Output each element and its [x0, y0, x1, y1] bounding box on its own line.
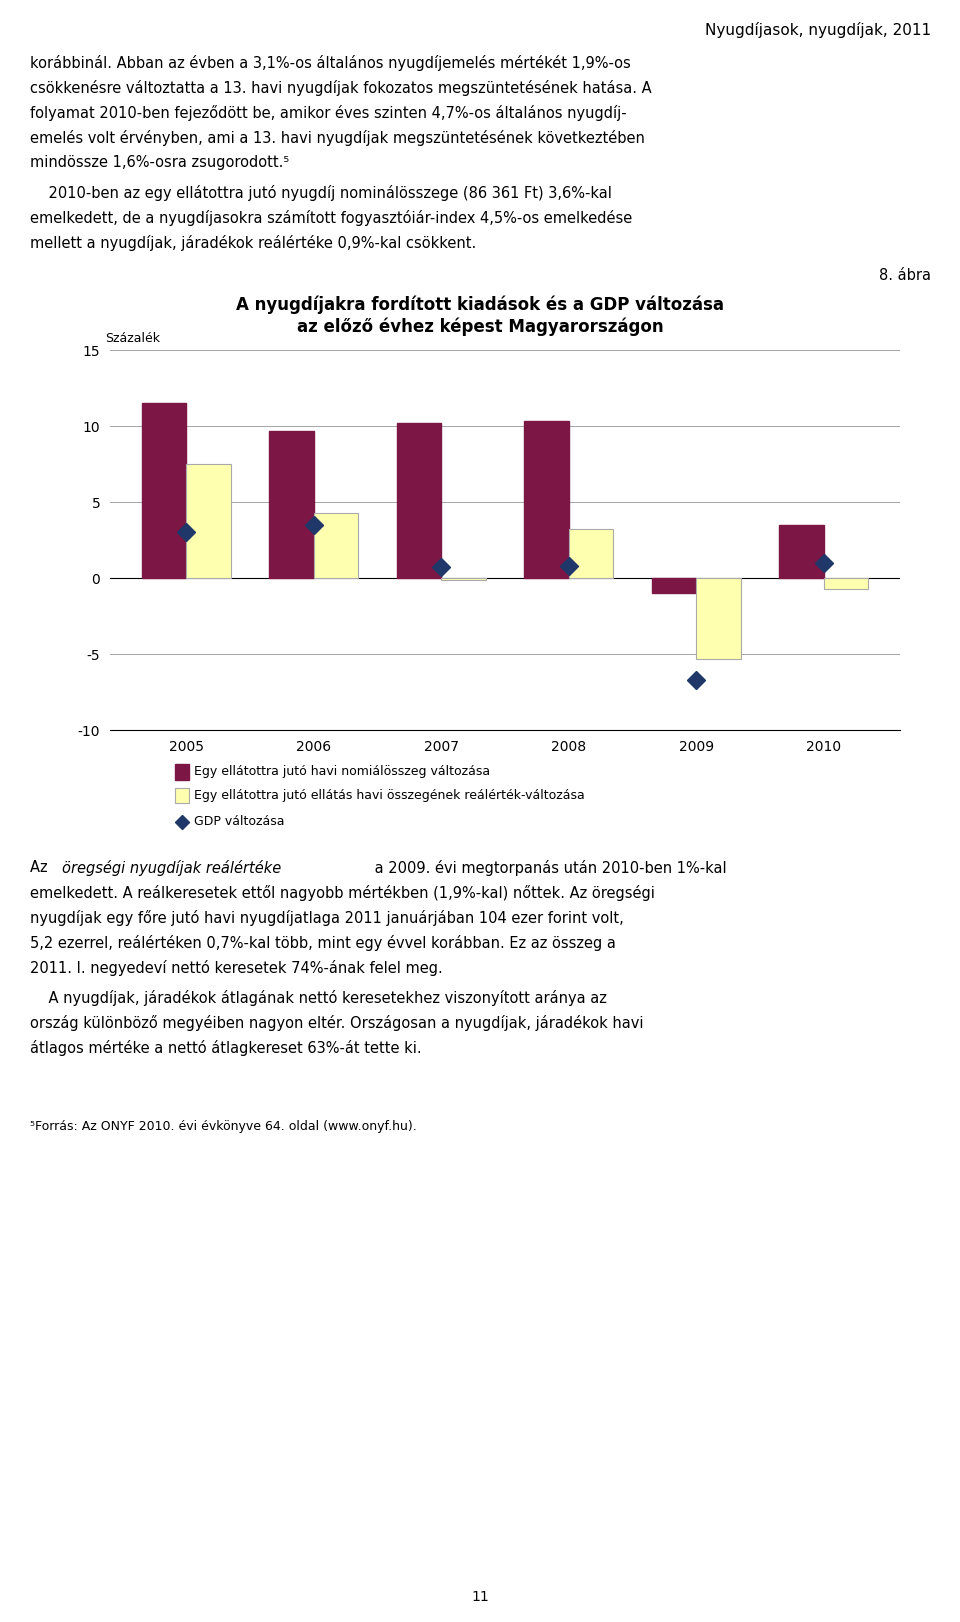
Text: Egy ellátottra jutó ellátás havi összegének reálérték-változása: Egy ellátottra jutó ellátás havi összegé…	[194, 790, 585, 803]
Text: A nyugdíjak, járadékok átlagának nettó keresetekhez viszonyított aránya az: A nyugdíjak, járadékok átlagának nettó k…	[30, 989, 607, 1006]
Text: az előző évhez képest Magyarországon: az előző évhez képest Magyarországon	[297, 318, 663, 336]
Bar	[652, 577, 696, 594]
Text: ⁵Forrás: Az ONYF 2010. évi évkönyve 64. oldal (www.onyf.hu).: ⁵Forrás: Az ONYF 2010. évi évkönyve 64. …	[30, 1121, 417, 1134]
Text: Százalék: Százalék	[105, 333, 160, 345]
Bar	[696, 577, 741, 659]
Text: Nyugdíjasok, nyugdíjak, 2011: Nyugdíjasok, nyugdíjak, 2011	[705, 23, 931, 37]
Bar	[314, 513, 358, 577]
Text: 5,2 ezerrel, reálértéken 0,7%-kal több, mint egy évvel korábban. Ez az összeg a: 5,2 ezerrel, reálértéken 0,7%-kal több, …	[30, 934, 616, 950]
Text: öregségi nyugdíjak reálértéke: öregségi nyugdíjak reálértéke	[62, 860, 281, 876]
Text: a 2009. évi megtorpanás után 2010-ben 1%-kal: a 2009. évi megtorpanás után 2010-ben 1%…	[370, 860, 727, 876]
Bar	[186, 464, 231, 577]
Bar	[175, 764, 189, 780]
Text: korábbinál. Abban az évben a 3,1%-os általános nyugdíjemelés mértékét 1,9%-os: korábbinál. Abban az évben a 3,1%-os ált…	[30, 55, 631, 71]
Text: nyugdíjak egy főre jutó havi nyugdíjatlaga 2011 januárjában 104 ezer forint volt: nyugdíjak egy főre jutó havi nyugdíjatla…	[30, 910, 624, 926]
Text: Egy ellátottra jutó havi nomiálösszeg változása: Egy ellátottra jutó havi nomiálösszeg vá…	[194, 766, 491, 779]
Bar	[175, 788, 189, 803]
Text: átlagos mértéke a nettó átlagkereset 63%-át tette ki.: átlagos mértéke a nettó átlagkereset 63%…	[30, 1040, 421, 1056]
Bar	[142, 404, 186, 577]
Bar	[824, 577, 868, 589]
Text: Az: Az	[30, 860, 52, 874]
Text: 11: 11	[471, 1590, 489, 1604]
Bar	[524, 422, 568, 577]
Text: folyamat 2010-ben fejeződött be, amikor éves szinten 4,7%-os általános nyugdíj-: folyamat 2010-ben fejeződött be, amikor …	[30, 105, 627, 122]
Text: 2010-ben az egy ellátottra jutó nyugdíj nominálösszege (86 361 Ft) 3,6%-kal: 2010-ben az egy ellátottra jutó nyugdíj …	[30, 185, 612, 201]
Text: A nyugdíjakra fordított kiadások és a GDP változása: A nyugdíjakra fordított kiadások és a GD…	[236, 295, 724, 315]
Bar	[269, 430, 314, 577]
Text: 2011. I. negyedeví nettó keresetek 74%-ának felel meg.: 2011. I. negyedeví nettó keresetek 74%-á…	[30, 960, 443, 976]
Bar	[779, 526, 824, 577]
Text: 8. ábra: 8. ábra	[879, 268, 931, 282]
Text: emelkedett. A reálkeresetek ettől nagyobb mértékben (1,9%-kal) nőttek. Az öregsé: emelkedett. A reálkeresetek ettől nagyob…	[30, 886, 655, 900]
Text: mindössze 1,6%-osra zsugorodott.⁵: mindössze 1,6%-osra zsugorodott.⁵	[30, 156, 289, 170]
Text: mellett a nyugdíjak, járadékok reálértéke 0,9%-kal csökkent.: mellett a nyugdíjak, járadékok reálérték…	[30, 235, 476, 251]
Text: GDP változása: GDP változása	[194, 816, 285, 829]
Bar	[396, 423, 442, 577]
Text: emelés volt érvényben, ami a 13. havi nyugdíjak megszüntetésének következtében: emelés volt érvényben, ami a 13. havi ny…	[30, 130, 645, 146]
Bar	[568, 529, 613, 577]
Text: emelkedett, de a nyugdíjasokra számított fogyasztóiár-index 4,5%-os emelkedése: emelkedett, de a nyugdíjasokra számított…	[30, 209, 633, 225]
Text: csökkenésre változtatta a 13. havi nyugdíjak fokozatos megszüntetésének hatása. : csökkenésre változtatta a 13. havi nyugd…	[30, 79, 652, 96]
Text: ország különböző megyéiben nagyon eltér. Országosan a nyugdíjak, járadékok havi: ország különböző megyéiben nagyon eltér.…	[30, 1015, 643, 1032]
